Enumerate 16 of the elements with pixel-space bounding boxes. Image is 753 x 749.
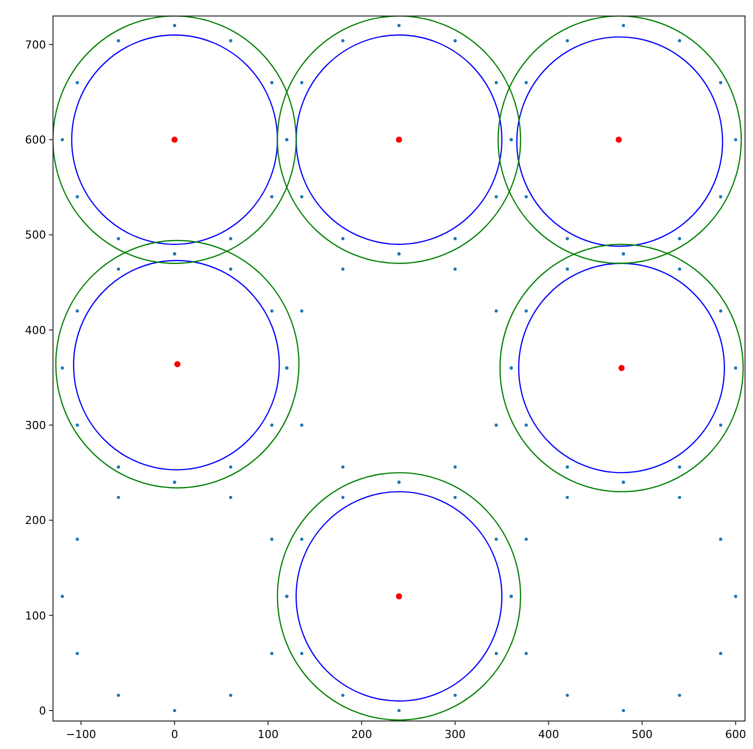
y-tick-label: 300 [25,418,46,432]
x-tick-label: 0 [171,728,178,741]
x-tick-label: −100 [66,728,96,741]
x-tick-label: 600 [725,728,746,741]
x-tick-label: 400 [538,728,560,741]
y-tick-label: 100 [25,609,46,622]
x-tick-label: 500 [632,728,653,741]
y-tick-label: 700 [25,38,46,52]
x-tick-label: 100 [258,728,279,741]
y-tick-label: 600 [25,134,46,147]
x-tick-label: 300 [444,728,466,741]
y-tick-label: 200 [25,514,46,528]
x-tick-label: 200 [351,728,372,741]
y-tick-label: 400 [25,324,46,337]
y-tick-label: 500 [25,228,46,242]
y-tick-label: 0 [39,704,46,718]
